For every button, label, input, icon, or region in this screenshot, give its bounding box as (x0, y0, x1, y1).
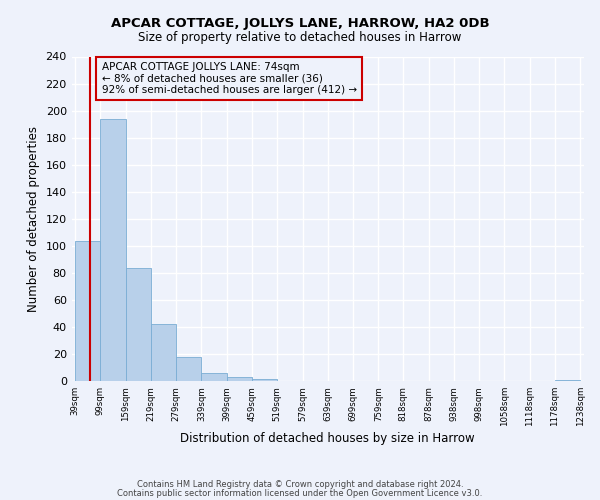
Text: Size of property relative to detached houses in Harrow: Size of property relative to detached ho… (139, 31, 461, 44)
Bar (176, 357, 202, 381)
Text: Contains public sector information licensed under the Open Government Licence v3: Contains public sector information licen… (118, 488, 482, 498)
Text: APCAR COTTAGE, JOLLYS LANE, HARROW, HA2 0DB: APCAR COTTAGE, JOLLYS LANE, HARROW, HA2 … (110, 18, 490, 30)
Y-axis label: Number of detached properties: Number of detached properties (27, 126, 40, 312)
Bar (227, 377, 252, 381)
Bar (75, 240, 100, 381)
Bar (151, 324, 176, 381)
Bar (252, 378, 277, 381)
Bar (555, 380, 580, 381)
Bar (100, 118, 125, 381)
Text: APCAR COTTAGE JOLLYS LANE: 74sqm
← 8% of detached houses are smaller (36)
92% of: APCAR COTTAGE JOLLYS LANE: 74sqm ← 8% of… (101, 62, 357, 95)
X-axis label: Distribution of detached houses by size in Harrow: Distribution of detached houses by size … (181, 432, 475, 445)
Bar (202, 373, 227, 381)
Text: Contains HM Land Registry data © Crown copyright and database right 2024.: Contains HM Land Registry data © Crown c… (137, 480, 463, 489)
Bar (125, 268, 151, 381)
